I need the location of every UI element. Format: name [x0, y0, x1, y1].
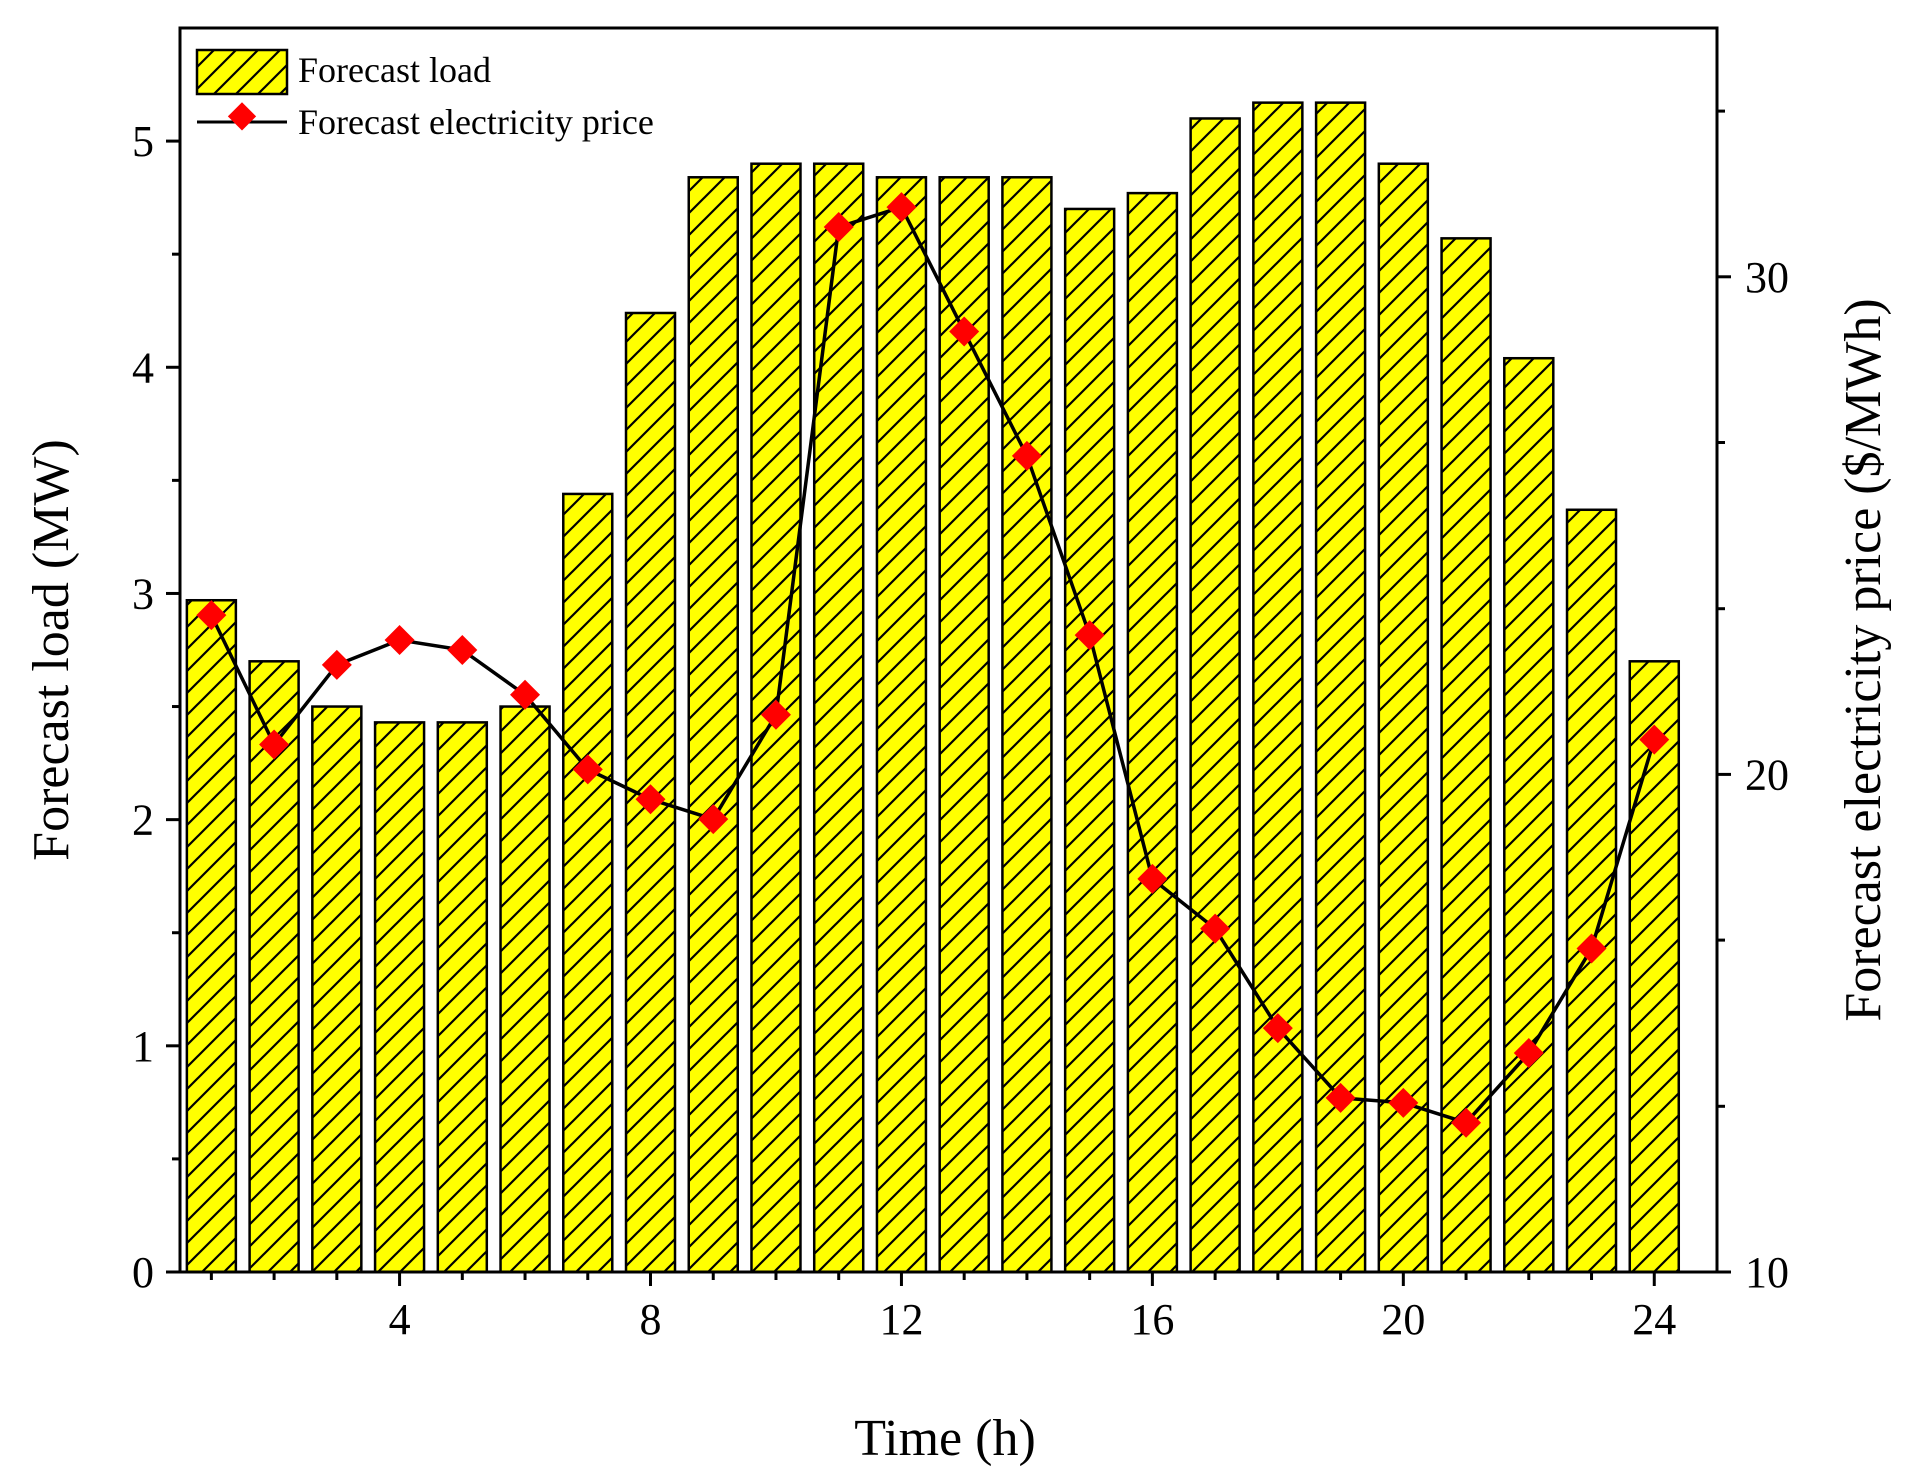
bars-layer	[185, 101, 1681, 1274]
left-tick-label: 0	[132, 1248, 154, 1297]
price-marker	[1325, 1082, 1356, 1113]
load-bar-hatch	[1189, 117, 1241, 1274]
left-tick-label: 2	[132, 796, 154, 845]
right-axis-title: Forecast electricity price ($/MWh)	[1835, 298, 1892, 1021]
load-bar	[1503, 356, 1555, 1274]
price-marker	[1137, 863, 1168, 894]
plot-frame	[178, 26, 1719, 1274]
x-axis-title: Time (h)	[854, 1410, 1036, 1467]
price-marker	[1262, 1013, 1293, 1044]
load-bar	[1252, 101, 1304, 1274]
load-bar	[1001, 176, 1053, 1274]
price-marker	[510, 679, 541, 710]
load-bar	[1565, 508, 1618, 1274]
legend-label-load: Forecast load	[298, 50, 491, 90]
load-bar	[1126, 191, 1179, 1274]
right-tick-label: 20	[1745, 750, 1789, 799]
price-marker	[321, 649, 352, 680]
price-marker	[1576, 933, 1607, 964]
load-bar-hatch	[875, 176, 928, 1274]
price-marker	[1513, 1038, 1544, 1069]
load-bar-hatch	[1063, 207, 1116, 1274]
price-marker	[1639, 724, 1670, 755]
price-marker	[384, 625, 415, 656]
left-axis-title: Forecast load (MW)	[23, 439, 80, 861]
legend: Forecast load Forecast electricity price	[195, 48, 654, 142]
load-bar	[562, 492, 614, 1274]
right-axis-ticks: 10 20 30	[1717, 109, 1789, 1297]
x-tick-label: 24	[1632, 1295, 1676, 1344]
price-line-layer	[209, 205, 1656, 1125]
load-bar	[436, 721, 489, 1274]
load-bar	[875, 176, 928, 1274]
load-bar-hatch	[499, 705, 551, 1274]
load-bar-hatch	[687, 176, 739, 1274]
legend-label-price: Forecast electricity price	[298, 102, 654, 142]
load-bar	[499, 705, 551, 1274]
load-bar-hatch	[1252, 101, 1304, 1274]
price-marker	[635, 784, 666, 815]
load-bar-hatch	[1126, 191, 1179, 1274]
load-bar-hatch	[562, 492, 614, 1274]
x-tick-label: 8	[640, 1295, 662, 1344]
load-bar	[1377, 162, 1430, 1274]
right-tick-label: 10	[1745, 1248, 1789, 1297]
load-bar-hatch	[1001, 176, 1053, 1274]
load-bar-hatch	[1377, 162, 1430, 1274]
load-bar-hatch	[1503, 356, 1555, 1274]
price-marker	[572, 754, 603, 785]
legend-bar-swatch-fill	[197, 50, 287, 94]
left-tick-label: 5	[132, 117, 154, 166]
x-tick-label: 4	[389, 1295, 411, 1344]
load-bar-hatch	[373, 721, 426, 1274]
x-tick-label: 12	[879, 1295, 923, 1344]
price-marker	[823, 212, 854, 243]
left-tick-label: 1	[132, 1022, 154, 1071]
price-marker	[196, 600, 227, 631]
load-bar	[311, 705, 363, 1274]
left-tick-label: 3	[132, 569, 154, 618]
price-marker	[1451, 1107, 1482, 1138]
x-tick-label: 20	[1381, 1295, 1425, 1344]
price-marker	[949, 316, 980, 347]
price-marker	[1200, 913, 1231, 944]
left-tick-label: 4	[132, 343, 154, 392]
price-marker	[886, 192, 917, 223]
right-tick-label: 30	[1745, 253, 1789, 302]
price-marker	[1011, 440, 1042, 471]
price-markers-layer	[196, 192, 1670, 1138]
load-bar	[1628, 660, 1681, 1274]
price-marker	[698, 804, 729, 835]
load-bar-hatch	[436, 721, 489, 1274]
load-bar	[1440, 237, 1492, 1274]
load-bar	[687, 176, 739, 1274]
price-line	[209, 205, 1656, 1125]
x-axis-ticks: 4 8 12 16 20 24	[209, 1272, 1676, 1344]
load-bar-hatch	[185, 598, 238, 1274]
load-bar	[812, 162, 865, 1274]
load-bar	[1189, 117, 1241, 1274]
price-marker	[1388, 1087, 1419, 1118]
load-bar	[938, 176, 990, 1274]
price-marker	[259, 729, 290, 760]
x-tick-label: 16	[1130, 1295, 1174, 1344]
load-bar-hatch	[812, 162, 865, 1274]
load-bar	[373, 721, 426, 1274]
price-marker	[1074, 620, 1105, 651]
left-axis-ticks: 0 1 2 3 4 5	[132, 117, 180, 1297]
load-bar	[185, 598, 238, 1274]
load-bar-hatch	[311, 705, 363, 1274]
price-marker	[760, 699, 791, 730]
price-marker	[447, 635, 478, 665]
load-bar-hatch	[1440, 237, 1492, 1274]
load-bar	[1063, 207, 1116, 1274]
load-bar-hatch	[1565, 508, 1618, 1274]
legend-diamond-marker	[227, 102, 257, 131]
